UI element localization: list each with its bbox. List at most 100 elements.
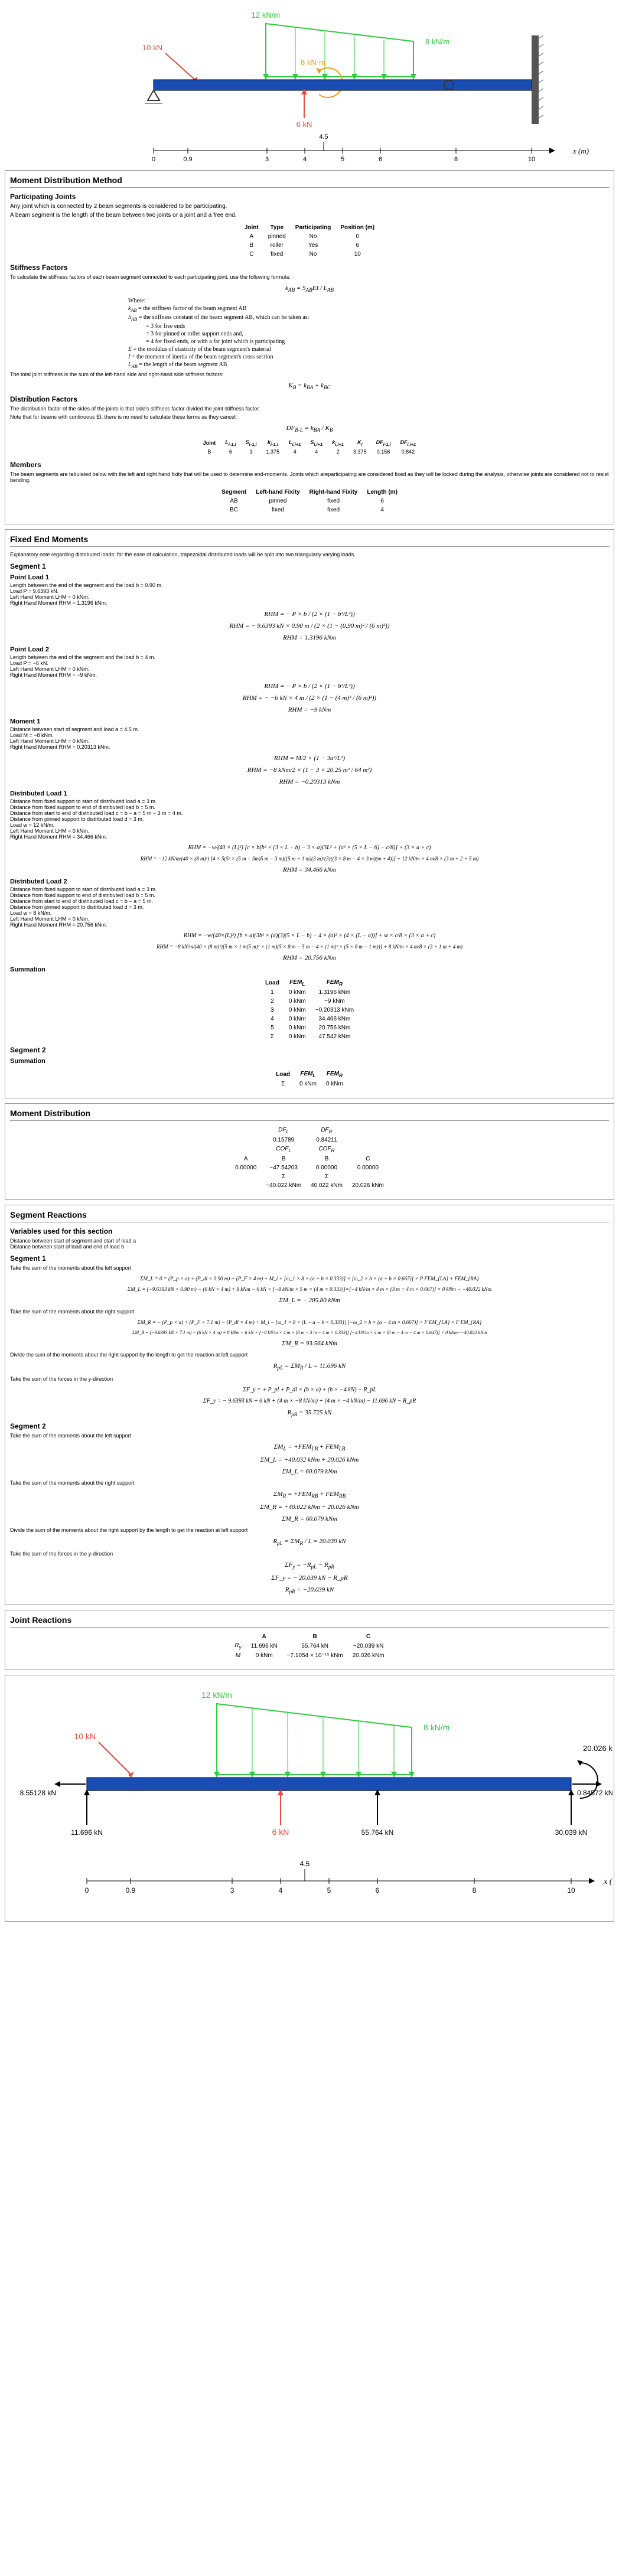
mdm-title: Moment Distribution Method (10, 175, 609, 188)
svg-text:0.9: 0.9 (183, 156, 192, 163)
mdt-table: DFLDFR 0.157890.84211 COFLCOFR ABBC 0.00… (230, 1126, 389, 1190)
m1-f2: RHM = −8 kNm/2 × (1 − 3 × 20.25 m² / 64 … (10, 767, 609, 774)
sum1-title: Summation (10, 966, 609, 973)
sum2-table: LoadFEMLFEMR Σ0 kNm0 kNm (271, 1069, 348, 1088)
participating-note1: Any joint which is connected by 2 beam s… (10, 203, 609, 210)
members-note: The beam segments are tabulated below wi… (10, 471, 609, 483)
m1-f3: RHM = −0.20313 kNm (10, 778, 609, 785)
sr-f10: RpR = 35.725 kN (10, 1409, 609, 1417)
stiffness-formula1: kAB = SABEI / LAB (10, 285, 609, 293)
stiffness-formula2: KB = kBA + kBC (10, 382, 609, 390)
s2-f7: RpL = ΣMR / L = 20.039 kN (10, 1538, 609, 1546)
participating-note2: A beam segment is the length of the beam… (10, 212, 609, 219)
point-load-bottom-label: 6 kN (297, 120, 312, 129)
fixed-end-section: Fixed End Moments Explanatory note regar… (5, 529, 614, 1098)
svg-text:8.55128 kN: 8.55128 kN (20, 1789, 56, 1797)
sr-f7: RpL = ΣMR / L = 11.696 kN (10, 1362, 609, 1371)
pl1-f2: RHM = − 9.6393 kN × 0.90 m / (2 × (1 − (… (10, 622, 609, 630)
svg-text:55.764 kN: 55.764 kN (361, 1828, 394, 1837)
sum2-title: Summation (10, 1058, 609, 1065)
segment-reactions-section: Segment Reactions Variables used for thi… (5, 1205, 614, 1605)
svg-text:5: 5 (341, 156, 344, 163)
svg-text:10: 10 (528, 156, 535, 163)
sum1-table: LoadFEMLFEMR 10 kNm1.3196 kNm 20 kNm−9 k… (260, 978, 359, 1041)
dl2-title: Distributed Load 2 (10, 878, 609, 885)
svg-text:12 kN/m: 12 kN/m (201, 1690, 232, 1700)
svg-text:20.026 kN·m: 20.026 kN·m (583, 1744, 613, 1753)
m1-f1: RHM = M/2 × (1 − 3a²/L²) (10, 755, 609, 762)
seg2-title: Segment 2 (10, 1046, 609, 1054)
members-title: Members (10, 461, 609, 469)
svg-text:4: 4 (279, 1886, 283, 1894)
distfactors-note1: The distribution factor of the sides of … (10, 406, 609, 412)
pl2-f3: RHM = −9 kNm (10, 706, 609, 713)
svg-text:4: 4 (303, 156, 307, 163)
s2-f10: RpR = −20.039 kN (10, 1586, 609, 1594)
svg-text:0: 0 (152, 156, 155, 163)
stiffness-note2: The total joint stiffness is the sum of … (10, 371, 609, 377)
m1-title: Moment 1 (10, 718, 609, 725)
dist-load-right-label: 8 kN/m (425, 37, 449, 46)
dl1-title: Distributed Load 1 (10, 790, 609, 797)
svg-text:10 kN: 10 kN (74, 1732, 96, 1741)
vars-title: Variables used for this section (10, 1227, 609, 1235)
moment-label: 8 kN·m (301, 58, 325, 67)
svg-text:4.5: 4.5 (319, 133, 328, 141)
dl1-f1: RHM = −w/(40 × (L)²) [c × b(b² × (3 × L … (10, 844, 609, 851)
svg-text:11.696 kN: 11.696 kN (71, 1828, 103, 1837)
svg-text:6: 6 (379, 156, 382, 163)
svg-text:30.039 kN: 30.039 kN (555, 1828, 588, 1837)
jr-table: ABC Ry11.696 kN55.764 kN−20.039 kN M0 kN… (230, 1632, 389, 1660)
s2-f4: ΣMR = +FEMRB + FEMRB (10, 1491, 609, 1499)
s2-f8: ΣFy = −RpL − RpR (10, 1561, 609, 1570)
point-load-left-label: 10 kN (142, 43, 162, 52)
svg-text:8: 8 (473, 1886, 477, 1894)
dl1-f3: RHM = 34.466 kNm (10, 866, 609, 873)
svg-text:6 kN: 6 kN (272, 1827, 289, 1837)
pl1-f3: RHM = 1.3196 kNm (10, 634, 609, 641)
moment-distribution-section: Moment Distribution Method Participating… (5, 170, 614, 524)
participating-table: JointTypeParticipatingPosition (m) Apinn… (240, 223, 379, 259)
svg-text:0.84572 kN: 0.84572 kN (577, 1789, 613, 1797)
pl2-f1: RHM = − P × b / (2 × (1 − b²/L²)) (10, 683, 609, 690)
stiffness-note: To calculate the stiffness factors of ea… (10, 274, 609, 280)
pl2-f2: RHM = − −6 kN × 4 m / (2 × (1 − (4 m)² /… (10, 694, 609, 702)
sr-title: Segment Reactions (10, 1210, 609, 1222)
svg-text:x (m): x (m) (572, 146, 589, 155)
dist-load-top-label: 12 kN/m (252, 11, 280, 19)
svg-text:0.9: 0.9 (126, 1886, 136, 1894)
result-beam-diagram: 12 kN/m 8 kN/m 10 kN 20.026 kN·m 6 kN 8.… (5, 1675, 614, 1922)
mdt-title: Moment Distribution (10, 1108, 609, 1121)
jr-title: Joint Reactions (10, 1615, 609, 1628)
sr-seg2-title: Segment 2 (10, 1422, 609, 1430)
dl2-f2: RHM = −8 kN/m/(40 × (8 m)²)[5 m × 1 m(5 … (10, 944, 609, 950)
distfactors-formula: DFB-L = kBA / KB (10, 425, 609, 433)
participating-title: Participating Joints (10, 193, 609, 201)
svg-text:6: 6 (376, 1886, 380, 1894)
svg-text:8: 8 (454, 156, 458, 163)
pl1-title: Point Load 1 (10, 574, 609, 581)
members-table: SegmentLeft-hand FixityRight-hand Fixity… (217, 488, 402, 514)
top-beam-diagram: 12 kN/m 8 kN/m 10 kN 8 kN·m 6 kN (0, 0, 619, 165)
dl2-f3: RHM = 20.756 kNm (10, 954, 609, 961)
svg-text:3: 3 (265, 156, 269, 163)
svg-text:8 kN/m: 8 kN/m (423, 1723, 449, 1732)
svg-text:0: 0 (85, 1886, 89, 1894)
pl2-title: Point Load 2 (10, 646, 609, 653)
svg-text:5: 5 (327, 1886, 331, 1894)
svg-text:4.5: 4.5 (300, 1860, 310, 1868)
fem-title: Fixed End Moments (10, 534, 609, 547)
distfactors-title: Distribution Factors (10, 395, 609, 403)
s2-f1: ΣML = +FEMLB + FEMLB (10, 1443, 609, 1452)
distfactors-table: JointLi-1,iSi-1,iki-1,iLi,i+1Si,i+1ki,i+… (198, 438, 421, 456)
dl2-f1: RHM = −w/(40×(L)²) [b × a)(3b² × (a)(3)(… (10, 932, 609, 939)
moment-distribution-table-section: Moment Distribution DFLDFR 0.157890.8421… (5, 1103, 614, 1200)
seg1-title: Segment 1 (10, 562, 609, 570)
svg-text:x (m): x (m) (603, 1877, 613, 1886)
distfactors-note2: Note that for beams with continuous EI, … (10, 414, 609, 420)
sr-seg1-title: Segment 1 (10, 1254, 609, 1263)
pl1-f1: RHM = − P × b / (2 × (1 − b²/L²)) (10, 611, 609, 618)
dl1-f2: RHM = −12 kN/m/(40 × (8 m)²) [4 × 5(5² ×… (10, 856, 609, 862)
stiffness-title: Stiffness Factors (10, 263, 609, 272)
svg-text:3: 3 (230, 1886, 234, 1894)
